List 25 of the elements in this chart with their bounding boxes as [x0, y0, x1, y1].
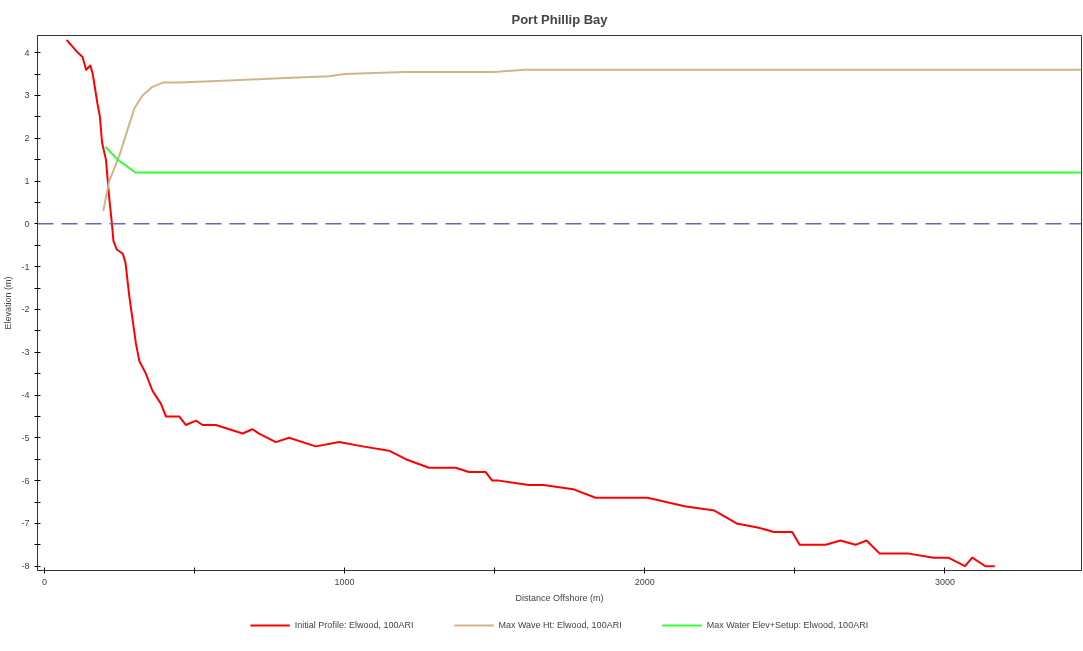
- legend-label: Max Wave Ht: Elwood, 100ARI: [498, 620, 622, 630]
- x-tick-label: 3000: [934, 576, 955, 587]
- chart-title: Port Phillip Bay: [511, 11, 609, 27]
- legend-label: Initial Profile: Elwood, 100ARI: [294, 620, 414, 630]
- y-tick-label: -2: [21, 304, 30, 315]
- y-tick-label: -6: [21, 475, 30, 486]
- x-tick-label: 0: [41, 576, 47, 587]
- line-series: [65, 38, 996, 568]
- legend-label: Max Water Elev+Setup: Elwood, 100ARI: [706, 620, 869, 630]
- y-tick-label: 4: [24, 47, 30, 58]
- y-tick-label: -8: [21, 561, 30, 572]
- y-tick-label: -5: [21, 432, 30, 443]
- y-tick-label: -4: [21, 390, 30, 401]
- y-tick-label: 2: [24, 133, 30, 144]
- y-tick-label: -1: [21, 261, 30, 272]
- x-tick-label: 1000: [334, 576, 355, 587]
- line-series: [102, 68, 1082, 212]
- x-tick-label: 2000: [634, 576, 655, 587]
- y-tick-label: -3: [21, 347, 30, 358]
- y-axis-title: Elevation (m): [3, 276, 14, 330]
- y-tick-label: 3: [24, 90, 30, 101]
- y-tick-label: 0: [24, 218, 30, 229]
- y-tick-label: -7: [21, 518, 30, 529]
- x-axis-title: Distance Offshore (m): [515, 592, 604, 603]
- y-tick-label: 1: [24, 176, 30, 187]
